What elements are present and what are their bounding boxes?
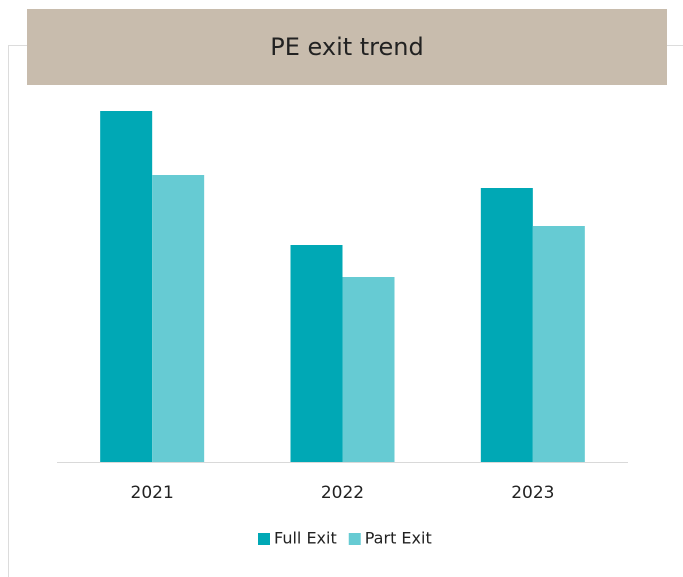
bar xyxy=(100,111,153,462)
chart-title: PE exit trend xyxy=(270,33,423,61)
bar xyxy=(342,277,395,462)
title-banner xyxy=(27,9,667,85)
x-tick-label: 2021 xyxy=(131,483,174,503)
legend-swatch xyxy=(258,533,270,545)
x-tick-label: 2022 xyxy=(321,483,364,503)
bar xyxy=(480,188,533,462)
bar xyxy=(152,175,205,462)
bar xyxy=(532,226,585,462)
x-tick-label: 2023 xyxy=(511,483,554,503)
legend-label: Part Exit xyxy=(365,529,432,548)
legend-swatch xyxy=(348,533,361,545)
bar xyxy=(290,245,343,462)
legend-label: Full Exit xyxy=(274,529,337,548)
